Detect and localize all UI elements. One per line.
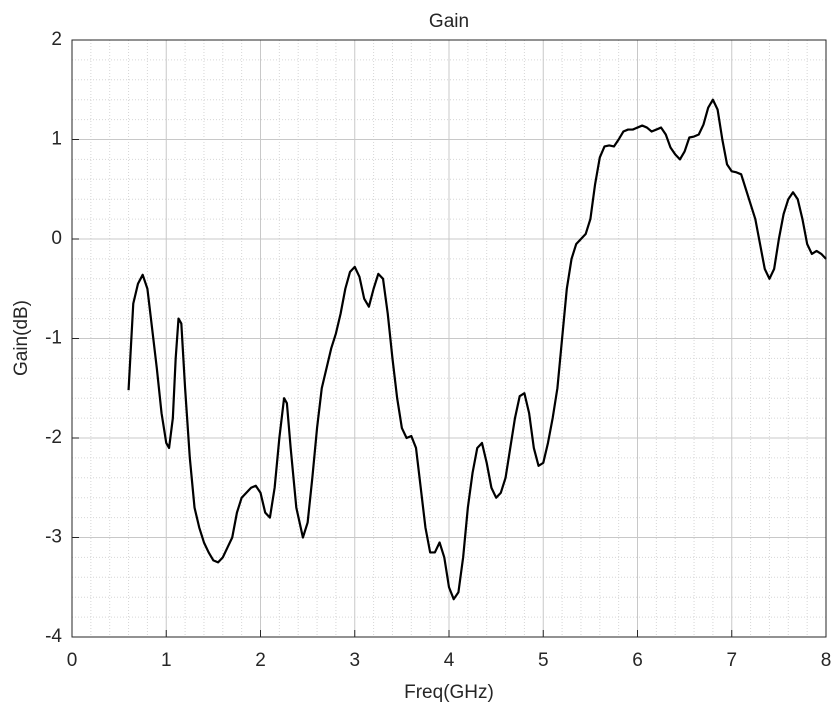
y-tick-label: -4 (45, 626, 62, 647)
y-tick-label: 1 (51, 129, 62, 150)
x-tick-label: 6 (632, 650, 643, 671)
y-tick-label: -2 (45, 427, 62, 448)
x-tick-label: 0 (67, 650, 78, 671)
y-tick-label: 2 (51, 29, 62, 50)
x-tick-label: 4 (444, 650, 455, 671)
chart-title: Gain (429, 11, 469, 32)
y-tick-label: 0 (51, 228, 62, 249)
y-tick-label: -3 (45, 527, 62, 548)
x-tick-label: 8 (821, 650, 832, 671)
x-tick-label: 2 (255, 650, 266, 671)
y-tick-label: -1 (45, 328, 62, 349)
x-tick-label: 5 (538, 650, 549, 671)
line-series (127, 98, 827, 601)
axes-box (71, 39, 827, 638)
x-tick-label: 1 (161, 650, 172, 671)
x-axis-label: Freq(GHz) (404, 682, 494, 703)
x-tick-label: 3 (349, 650, 360, 671)
x-tick-label: 7 (726, 650, 737, 671)
y-axis-label: Gain(dB) (11, 300, 32, 376)
